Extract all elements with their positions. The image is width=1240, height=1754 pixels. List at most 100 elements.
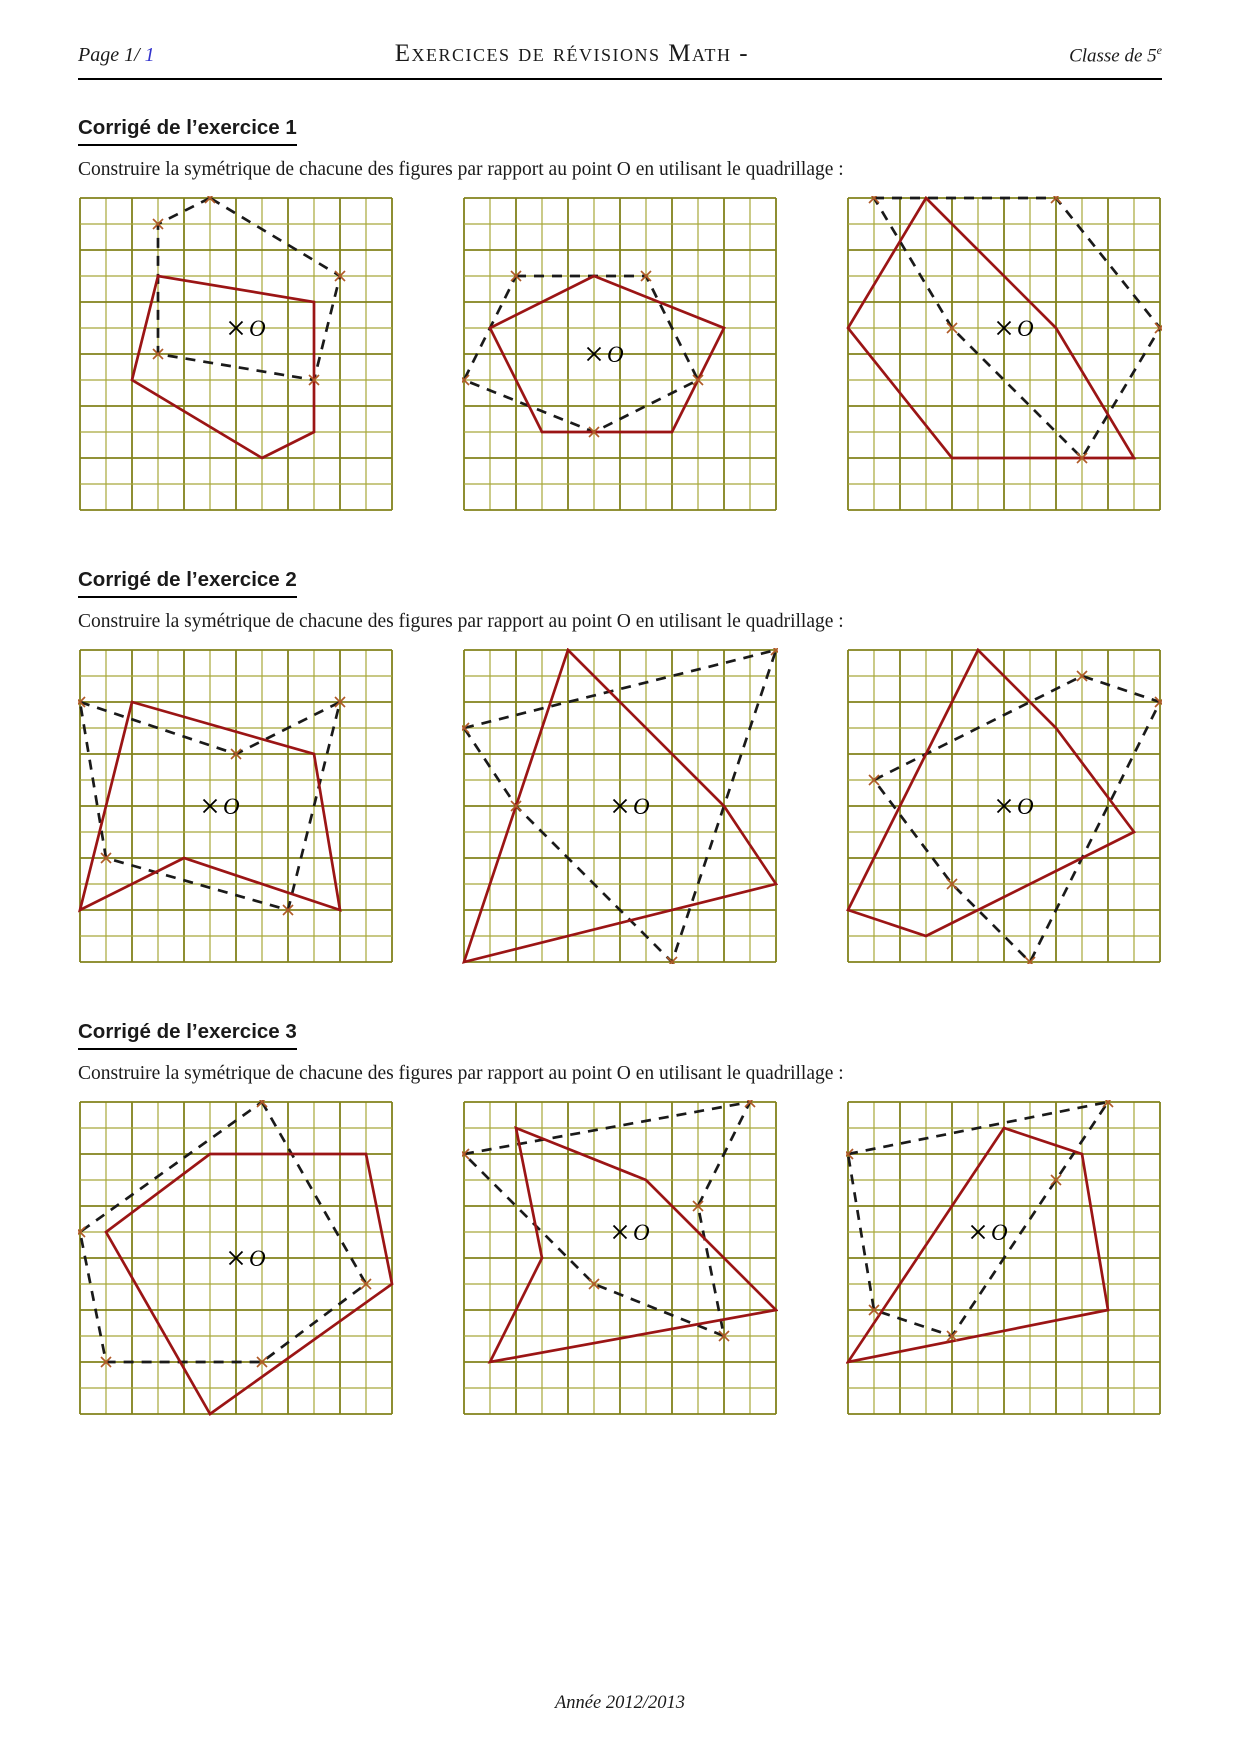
vertex-cross-marker — [334, 696, 346, 708]
class-label: Classe de 5e — [1069, 43, 1162, 67]
exercise-sections: Corrigé de l’exercice 1 Construire la sym… — [78, 116, 1162, 1416]
exercise-section-1: Corrigé de l’exercice 1 Construire la sym… — [78, 116, 1162, 512]
vertex-cross-marker — [1154, 696, 1162, 708]
symmetry-center-label: O — [607, 342, 624, 367]
vertex-cross-marker — [868, 1304, 880, 1316]
header-rule — [78, 78, 1162, 80]
vertex-cross-marker — [334, 270, 346, 282]
vertex-cross-marker — [846, 1148, 854, 1160]
symmetry-center-label: O — [1017, 316, 1034, 341]
grid-row-1: O O O — [78, 196, 1162, 512]
symmetry-center-label: O — [991, 1220, 1008, 1245]
vertex-cross-marker — [308, 374, 320, 386]
vertex-cross-marker — [462, 1148, 470, 1160]
symmetric-image-solid — [462, 648, 778, 964]
original-figure-dashed — [871, 196, 1162, 461]
symmetry-center-marker: O — [996, 794, 1034, 819]
symmetry-center-marker: O — [612, 794, 650, 819]
symmetry-center-label: O — [1017, 794, 1034, 819]
page-header: Page 1/ 1 Exercices de révisions Math - … — [78, 0, 1162, 68]
vertex-cross-marker — [640, 270, 652, 282]
original-figure-dashed — [462, 1100, 753, 1339]
symmetry-center-marker: O — [228, 1246, 266, 1271]
vertex-cross-marker — [1024, 956, 1036, 964]
symmetric-image-solid — [78, 700, 342, 913]
vertex-cross-marker — [1050, 196, 1062, 204]
vertex-cross-marker — [868, 196, 880, 204]
page-counter-current[interactable]: 1 — [144, 44, 155, 66]
symmetry-center-marker: O — [612, 1220, 650, 1245]
vertex-cross-marker — [868, 774, 880, 786]
vertex-cross-marker — [692, 1200, 704, 1212]
original-figure-dashed — [846, 1100, 1111, 1338]
symmetry-grid-ex3-1: O — [78, 1100, 394, 1416]
vertex-cross-marker — [462, 722, 470, 734]
page-counter-label: Page 1/ — [78, 44, 145, 66]
vertex-cross-marker — [78, 1226, 86, 1238]
vertex-cross-marker — [152, 348, 164, 360]
exercise-instruction-1: Construire la symétrique de chacune des … — [78, 159, 844, 180]
vertex-cross-marker — [946, 322, 958, 334]
vertex-cross-marker — [666, 956, 678, 964]
exercise-instruction-3: Construire la symétrique de chacune des … — [78, 1063, 844, 1084]
symmetry-center-marker: O — [970, 1220, 1008, 1245]
symmetric-image-solid — [846, 1126, 1110, 1364]
vertex-cross-marker — [282, 904, 294, 916]
vertex-cross-marker — [1076, 452, 1088, 464]
page-footer: Année 2012/2013 — [555, 1693, 685, 1713]
symmetric-image-solid — [488, 274, 726, 434]
symmetry-center-marker: O — [228, 316, 266, 341]
symmetry-center-label: O — [249, 1246, 266, 1271]
symmetry-grid-ex2-3: O — [846, 648, 1162, 964]
symmetry-grid-ex3-2: O — [462, 1100, 778, 1415]
symmetry-grid-ex1-1: O — [79, 196, 393, 511]
symmetry-grid-ex1-2: O — [462, 197, 777, 511]
symmetry-grid-ex2-2: O — [462, 648, 778, 964]
symmetry-center-marker: O — [996, 316, 1034, 341]
vertex-cross-marker — [78, 696, 86, 708]
original-figure-dashed — [871, 674, 1162, 964]
symmetric-image-solid — [846, 648, 1137, 938]
symmetry-center-label: O — [633, 794, 650, 819]
symmetry-center-marker: O — [202, 794, 240, 819]
vertex-cross-marker — [946, 1330, 958, 1342]
grid-row-3: O O O — [78, 1100, 1162, 1416]
vertex-cross-marker — [510, 800, 522, 812]
vertex-cross-marker — [1154, 322, 1162, 334]
page-counter: Page 1/ 1 — [78, 44, 155, 67]
exercise-title-3: Corrigé de l’exercice 3 — [78, 1020, 297, 1050]
vertex-cross-marker — [770, 648, 778, 656]
vertex-cross-marker — [1076, 670, 1088, 682]
vertex-cross-marker — [588, 426, 600, 438]
symmetry-center-label: O — [249, 316, 266, 341]
symmetric-image-solid — [487, 1125, 778, 1364]
vertex-cross-marker — [744, 1100, 756, 1108]
symmetric-image-solid — [104, 1152, 394, 1416]
symmetry-grid-ex3-3: O — [846, 1100, 1161, 1415]
vertex-cross-marker — [204, 196, 216, 204]
vertex-cross-marker — [256, 1100, 268, 1108]
symmetry-grid-ex2-1: O — [78, 649, 393, 963]
symmetry-center-label: O — [223, 794, 240, 819]
symmetry-center-label: O — [633, 1220, 650, 1245]
document-title: Exercices de révisions Math - — [394, 40, 750, 67]
original-figure-dashed — [78, 1100, 368, 1364]
vertex-cross-marker — [1050, 1174, 1062, 1186]
exercise-section-3: Corrigé de l’exercice 3 Construire la sym… — [78, 1020, 1162, 1416]
symmetric-image-solid — [130, 274, 316, 460]
vertex-cross-marker — [1102, 1100, 1114, 1108]
vertex-cross-marker — [510, 270, 522, 282]
vertex-cross-marker — [692, 374, 704, 386]
exercise-section-2: Corrigé de l’exercice 2 Construire la sym… — [78, 568, 1162, 964]
vertex-cross-marker — [462, 374, 470, 386]
vertex-cross-marker — [588, 1278, 600, 1290]
vertex-cross-marker — [256, 1356, 268, 1368]
exercise-title-2: Corrigé de l’exercice 2 — [78, 568, 297, 598]
class-label-text: Classe de 5 — [1069, 45, 1157, 66]
vertex-cross-marker — [360, 1278, 372, 1290]
vertex-cross-marker — [946, 878, 958, 890]
vertex-cross-marker — [100, 1356, 112, 1368]
vertex-cross-marker — [230, 748, 242, 760]
